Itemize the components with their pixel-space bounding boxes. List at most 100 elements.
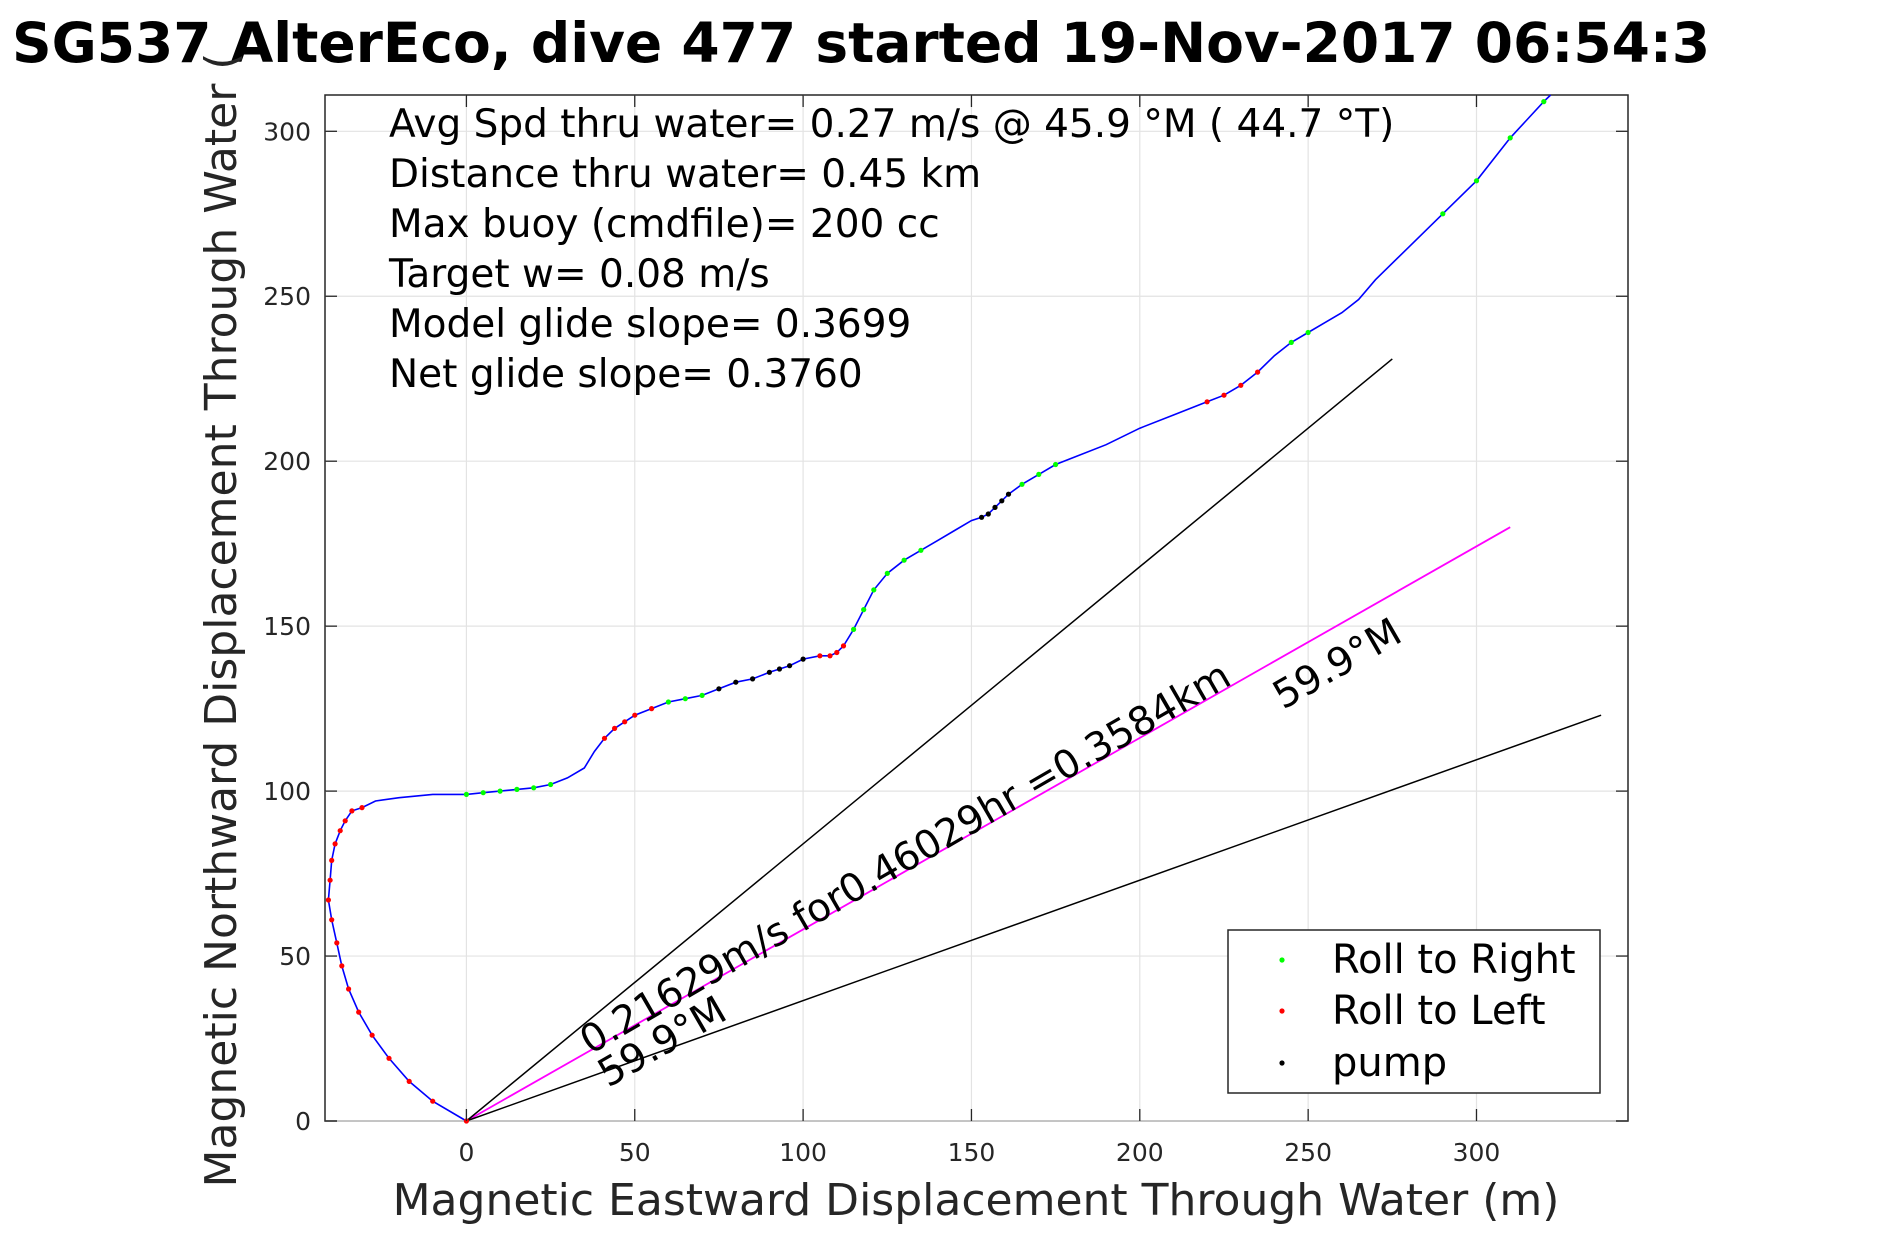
track-marker — [1473, 178, 1480, 184]
track-marker — [787, 663, 793, 669]
track-marker — [632, 712, 638, 718]
track-marker — [918, 547, 924, 553]
x-tick-label: 300 — [1453, 1138, 1501, 1167]
y-tick-label: 0 — [295, 1107, 311, 1136]
stat-target-w: Target w= 0.08 m/s — [388, 252, 770, 297]
legend-marker-roll-right — [1279, 957, 1285, 963]
track-marker — [342, 818, 348, 824]
x-tick-label: 200 — [1116, 1138, 1164, 1167]
track-marker — [1507, 135, 1513, 141]
track-marker — [332, 841, 338, 847]
lower-reference-line — [466, 714, 1602, 1122]
track-marker — [834, 649, 840, 656]
track-marker — [339, 963, 345, 969]
legend-label-pump: pump — [1332, 1040, 1447, 1086]
track-marker — [817, 653, 823, 659]
legend-label-roll-right: Roll to Right — [1332, 937, 1576, 983]
track-marker — [359, 805, 365, 811]
legend: Roll to Right Roll to Left pump — [1227, 929, 1601, 1094]
track-marker — [612, 725, 618, 732]
track-marker — [699, 692, 705, 699]
track-marker — [1541, 99, 1547, 105]
upper-reference-line — [465, 358, 1393, 1122]
x-tick-label: 50 — [619, 1138, 651, 1167]
track-marker — [750, 676, 756, 682]
track-marker — [1204, 399, 1210, 405]
track-marker — [337, 828, 343, 834]
track-marker — [992, 504, 998, 510]
track-marker — [827, 653, 833, 659]
track-marker — [840, 643, 847, 649]
track-marker — [776, 666, 783, 672]
track-marker — [329, 857, 335, 864]
track-marker — [601, 735, 608, 741]
track-marker — [1005, 491, 1012, 497]
legend-marker-pump — [1279, 1060, 1285, 1066]
y-tick-label: 50 — [279, 942, 311, 971]
track-marker — [430, 1098, 436, 1104]
legend-box — [1227, 929, 1601, 1094]
track-marker — [325, 897, 331, 903]
track-marker — [622, 719, 628, 725]
track-marker — [548, 781, 554, 788]
track-marker — [1255, 369, 1261, 375]
x-tick-label: 100 — [779, 1138, 827, 1167]
track-marker — [800, 656, 806, 662]
track-marker — [1238, 382, 1244, 388]
track-marker — [682, 696, 688, 702]
roll-markers — [325, 99, 1547, 1124]
y-tick-label: 200 — [263, 447, 311, 476]
stats-block: Avg Spd thru water= 0.27 m/s @ 45.9 °M (… — [388, 102, 1394, 397]
track-marker — [327, 877, 333, 883]
stat-model-glide: Model glide slope= 0.3699 — [389, 302, 911, 347]
stat-net-glide: Net glide slope= 0.3760 — [389, 352, 863, 397]
y-tick-label: 150 — [263, 612, 311, 641]
track-marker — [1440, 211, 1446, 217]
track-marker — [1036, 471, 1042, 477]
track-marker — [497, 788, 503, 794]
x-tick-label: 250 — [1284, 1138, 1332, 1167]
track-marker — [1221, 392, 1227, 398]
y-axis-label: Magnetic Northward Displacement Through … — [196, 53, 247, 1188]
track-marker — [1288, 339, 1294, 345]
track-marker — [1053, 461, 1059, 468]
track-marker — [999, 498, 1005, 504]
track-marker — [406, 1078, 412, 1084]
y-tick-label: 100 — [263, 777, 311, 806]
track-marker — [985, 511, 991, 517]
current-heading-line — [465, 526, 1511, 1122]
track-marker — [901, 557, 907, 563]
track-marker — [979, 514, 985, 520]
stat-distance: Distance thru water= 0.45 km — [389, 152, 981, 197]
legend-marker-roll-left — [1279, 1008, 1285, 1014]
track-marker — [346, 986, 352, 992]
track-marker — [349, 808, 355, 814]
track-marker — [356, 1009, 362, 1015]
track-marker — [369, 1032, 375, 1038]
track-marker — [871, 587, 877, 593]
track-marker — [861, 607, 867, 613]
legend-label-roll-left: Roll to Left — [1332, 988, 1546, 1034]
track-marker — [463, 791, 469, 798]
x-tick-label: 0 — [458, 1138, 474, 1167]
reference-lines — [465, 358, 1602, 1122]
chart-title: SG537 AlterEco, dive 477 started 19-Nov-… — [12, 11, 1710, 75]
track-marker — [480, 790, 486, 796]
track-marker — [649, 706, 655, 712]
x-axis-label: Magnetic Eastward Displacement Through W… — [393, 1175, 1560, 1226]
track-marker — [329, 917, 335, 923]
track-marker — [851, 626, 857, 633]
track-marker — [884, 570, 890, 577]
track-marker — [665, 699, 672, 705]
x-axis-ticks: 0 50 100 150 200 250 300 — [458, 95, 1500, 1167]
y-tick-label: 300 — [263, 117, 311, 146]
track-marker — [1019, 481, 1025, 487]
y-tick-label: 250 — [263, 282, 311, 311]
track-marker — [733, 679, 739, 685]
track-marker — [766, 669, 773, 675]
track-marker — [334, 940, 340, 946]
track-marker — [386, 1055, 392, 1061]
track-marker — [531, 785, 537, 791]
stat-max-buoy: Max buoy (cmdfile)= 200 cc — [389, 202, 940, 247]
